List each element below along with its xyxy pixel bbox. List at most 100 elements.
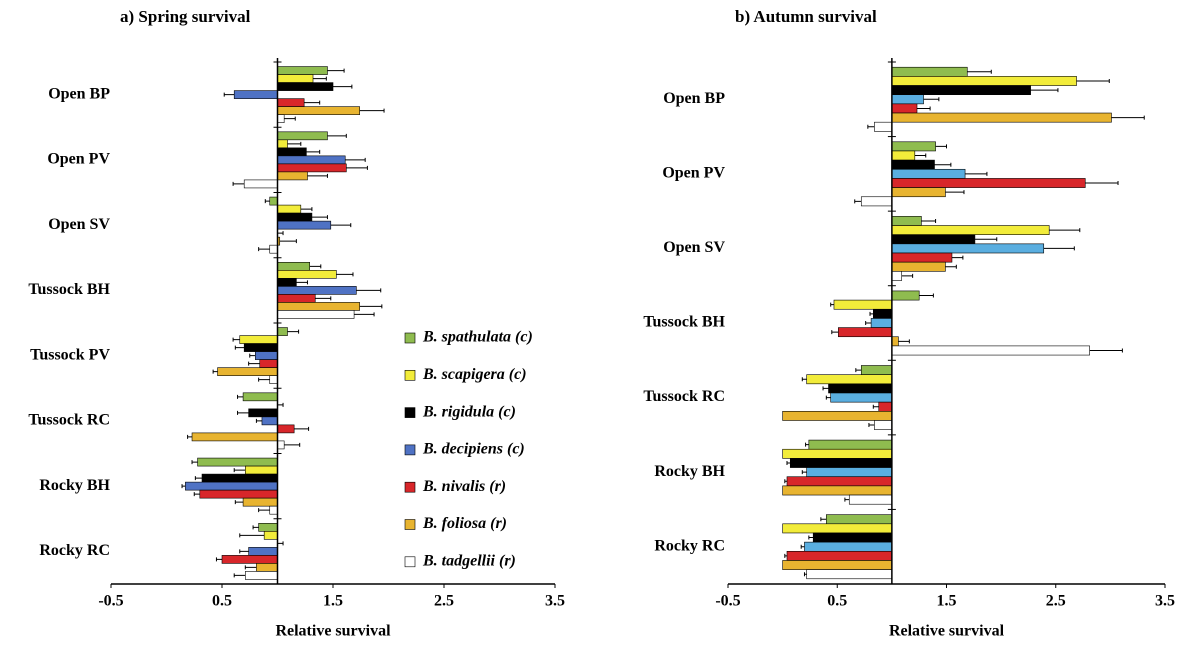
error-bar	[917, 106, 931, 111]
error-bar	[1089, 348, 1123, 353]
bar	[782, 523, 893, 534]
bar	[221, 555, 278, 564]
error-bar	[212, 369, 218, 374]
bar	[860, 365, 893, 375]
error-bar	[865, 321, 872, 325]
error-bar	[1076, 78, 1110, 83]
error-bar	[327, 133, 347, 138]
bar	[245, 465, 278, 475]
error-bar	[868, 423, 875, 428]
error-bar	[255, 418, 262, 423]
error-bar	[232, 337, 240, 342]
category-label: Tussock RC	[643, 388, 725, 405]
legend-swatch	[404, 369, 416, 381]
error-bar	[934, 162, 952, 167]
bar	[277, 424, 295, 434]
error-bar	[194, 476, 203, 481]
bar	[269, 505, 278, 515]
bar	[782, 411, 893, 421]
error-bar	[869, 311, 874, 316]
x-tick-label: 3.5	[1155, 593, 1175, 610]
bar	[806, 467, 893, 478]
error-bar	[800, 544, 805, 549]
error-bar	[233, 468, 246, 473]
bar	[259, 359, 278, 368]
error-bar	[898, 339, 910, 344]
error-bar	[967, 69, 992, 74]
bar	[838, 327, 893, 338]
error-bar	[345, 157, 366, 162]
bar	[277, 310, 355, 319]
x-tick-label: -0.5	[98, 593, 123, 610]
bar	[789, 458, 893, 468]
error-bar	[935, 144, 947, 149]
bar	[277, 106, 360, 115]
x-tick-label: 0.5	[827, 593, 847, 610]
bar	[263, 531, 278, 540]
error-bar	[215, 557, 222, 562]
error-bar	[784, 479, 787, 484]
bar	[804, 541, 893, 552]
x-tick-label: 1.5	[323, 593, 343, 610]
category-label: Rocky BH	[654, 463, 725, 480]
bar	[277, 286, 357, 295]
category-label: Tussock BH	[28, 281, 110, 298]
error-bar	[330, 223, 352, 228]
category-label: Open PV	[47, 151, 110, 168]
bar	[277, 278, 297, 287]
bar	[786, 550, 893, 561]
bar	[269, 196, 278, 206]
bar	[245, 571, 278, 580]
legend-swatch	[404, 444, 416, 456]
error-bar	[248, 361, 260, 366]
bar	[873, 308, 893, 319]
bar	[891, 290, 920, 301]
x-tick-label: 0.5	[212, 593, 232, 610]
legend-label: B. foliosa (r)	[422, 515, 507, 532]
error-bar	[359, 304, 383, 309]
error-bar	[786, 460, 791, 465]
bar	[197, 457, 278, 467]
bar	[243, 343, 278, 352]
error-bar	[872, 404, 879, 409]
bar	[891, 336, 899, 347]
category-label: Rocky RC	[39, 542, 110, 559]
bar	[277, 327, 288, 336]
error-bar	[237, 394, 244, 399]
error-bar	[279, 239, 297, 244]
error-bar	[901, 273, 914, 278]
bar	[277, 270, 337, 279]
legend-label: B. tadgellii (r)	[422, 552, 516, 569]
chart-title: a) Spring survival	[120, 7, 251, 26]
bar	[256, 563, 278, 572]
bar	[261, 416, 278, 426]
error-bar	[333, 84, 353, 89]
category-label: Open SV	[663, 239, 725, 256]
bar	[812, 532, 893, 543]
error-bar	[313, 76, 327, 81]
error-bar	[1085, 181, 1119, 186]
error-bar	[284, 442, 301, 447]
bar	[277, 220, 332, 230]
bar	[269, 375, 278, 384]
error-bar	[311, 215, 328, 220]
error-bar	[354, 312, 375, 317]
category-label: Rocky BH	[39, 477, 110, 494]
x-tick-label: -0.5	[715, 593, 740, 610]
error-bar	[193, 492, 200, 497]
bar	[277, 440, 285, 450]
error-bar	[951, 255, 964, 260]
legend-swatch	[404, 519, 416, 530]
bar	[782, 485, 893, 496]
bar	[248, 408, 278, 418]
error-bar	[974, 237, 998, 242]
bar	[242, 497, 278, 507]
error-bar	[822, 386, 829, 391]
bar	[828, 383, 893, 394]
bar	[891, 112, 1112, 123]
x-axis-label: Relative survival	[889, 623, 1005, 640]
error-bar	[820, 517, 827, 522]
error-bar	[831, 330, 839, 335]
bar	[891, 159, 935, 170]
x-tick-label: 3.5	[545, 593, 565, 610]
